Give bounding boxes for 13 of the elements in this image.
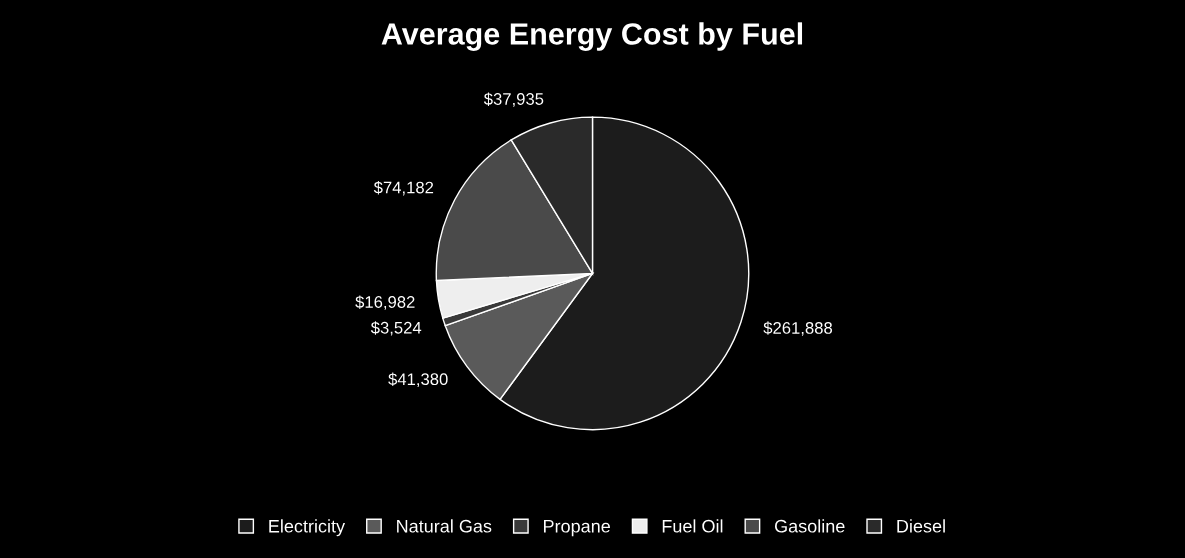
- data-label: $16,982: [355, 295, 415, 310]
- legend-label: Electricity: [269, 519, 346, 537]
- legend-label: Gasoline: [774, 519, 845, 533]
- legend-label: Propane: [543, 520, 610, 537]
- legend-label: Diesel: [897, 519, 945, 533]
- chart-title: Average Energy Cost by Fuel: [381, 22, 803, 51]
- legend-label: Natural Gas: [397, 519, 492, 533]
- legend-label: Fuel Oil: [662, 519, 723, 533]
- data-label: $74,182: [373, 180, 434, 196]
- data-label: $41,380: [388, 372, 448, 388]
- data-label: $261,888: [763, 321, 833, 336]
- data-label: $37,935: [483, 92, 544, 107]
- data-label: $3,524: [370, 321, 422, 336]
